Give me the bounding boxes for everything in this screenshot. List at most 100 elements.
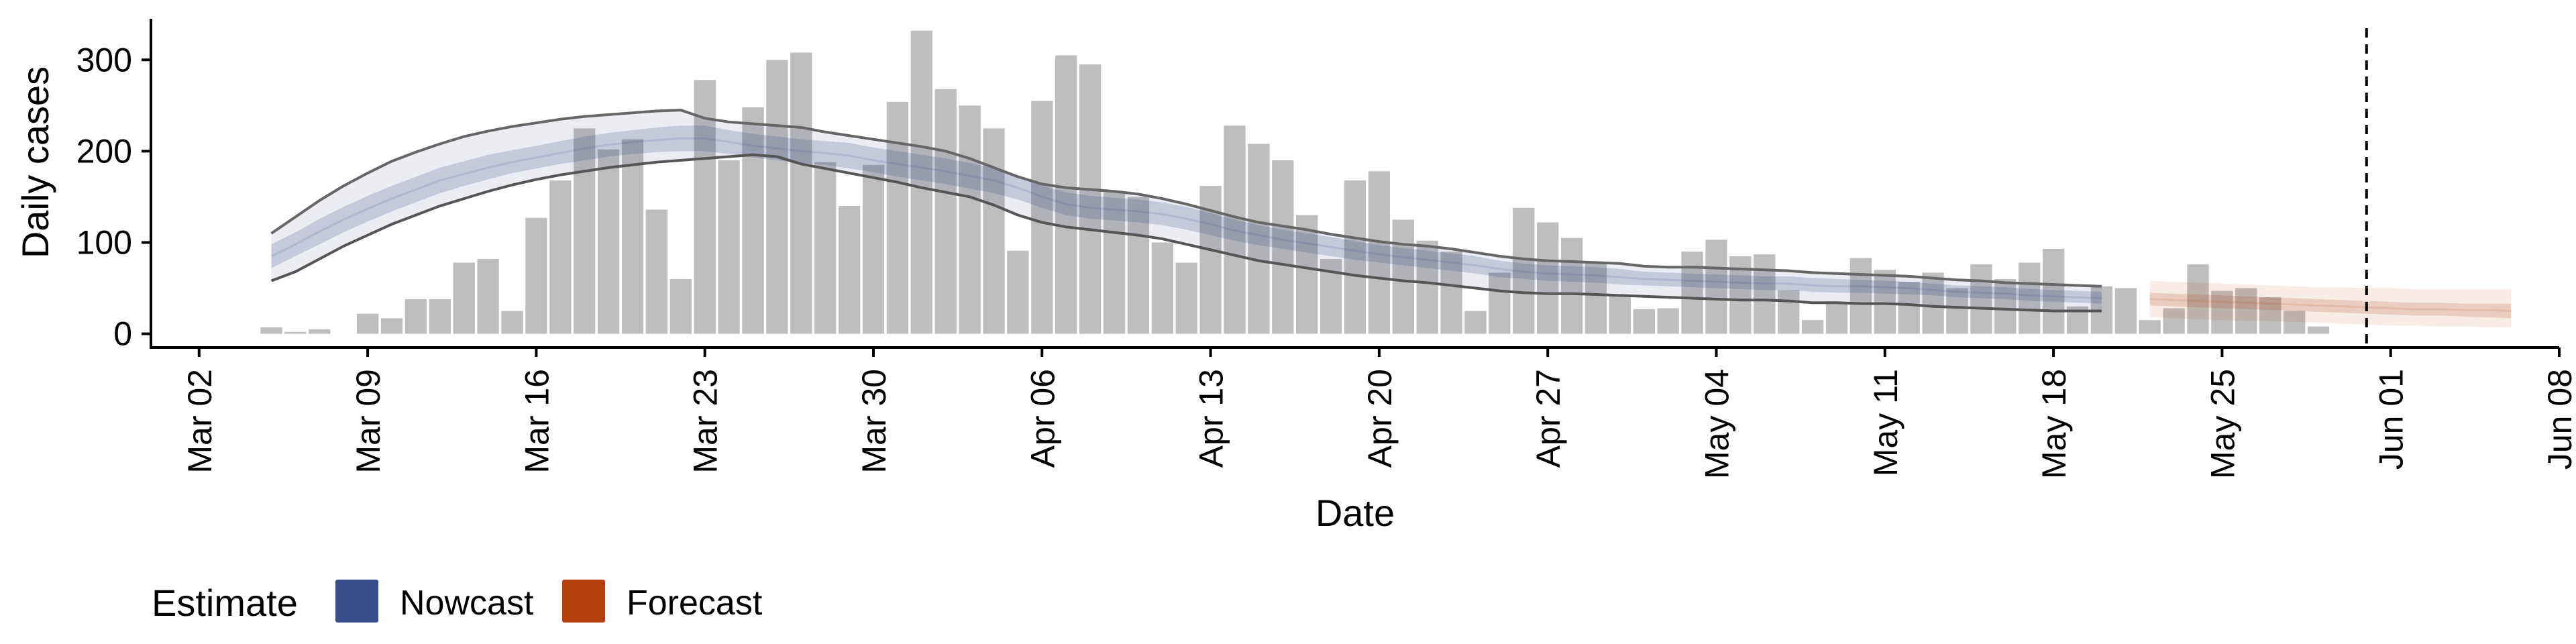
bar xyxy=(2187,264,2209,334)
bar xyxy=(2163,308,2185,334)
nowcast-layer xyxy=(270,109,2102,313)
x-tick-label: Jun 01 xyxy=(2373,369,2410,470)
bar xyxy=(501,311,523,334)
bar xyxy=(1224,125,1246,334)
bar xyxy=(1416,240,1438,334)
x-ticks: Mar 02 Mar 09 Mar 16 Mar 23 Mar 30 Apr 06 Apr … xyxy=(181,347,2576,479)
bar xyxy=(2019,262,2041,334)
bar xyxy=(1849,258,1872,334)
axes-layer: 0 100 200 300 Mar 02 Mar 09 Mar 16 Mar 23 Mar 3… xyxy=(76,19,2576,479)
bar xyxy=(1079,64,1102,334)
bar xyxy=(718,160,740,334)
bar xyxy=(1560,237,1583,334)
x-tick-label: May 04 xyxy=(1699,369,1736,479)
nowcast-upper-line xyxy=(270,109,2102,288)
bar xyxy=(1248,144,1270,334)
bar xyxy=(1344,180,1366,334)
bar xyxy=(356,313,379,334)
legend: Estimate Nowcast Forecast xyxy=(152,580,763,624)
bar xyxy=(1585,262,1607,334)
x-tick-label: Apr 27 xyxy=(1529,369,1567,468)
x-tick-label: May 25 xyxy=(2204,369,2241,479)
bar xyxy=(886,101,909,334)
bar xyxy=(645,209,668,334)
bar xyxy=(1537,222,1559,334)
bars-layer xyxy=(260,30,2330,334)
bar xyxy=(1368,171,1391,334)
x-tick-label: Mar 30 xyxy=(855,369,893,474)
x-tick-label: Mar 02 xyxy=(181,369,219,474)
bar xyxy=(2211,290,2233,334)
bar xyxy=(2235,288,2257,334)
y-tick-label: 200 xyxy=(76,132,132,170)
bar xyxy=(1440,252,1462,334)
x-tick-label: Jun 08 xyxy=(2541,369,2576,470)
bar xyxy=(2283,311,2306,334)
bar xyxy=(814,162,837,334)
bar xyxy=(1633,309,1655,334)
x-tick-label: Mar 09 xyxy=(350,369,387,474)
bar xyxy=(453,262,475,334)
forecast-layer xyxy=(2149,280,2512,328)
bar xyxy=(1801,320,1824,334)
nowcast-inner-band xyxy=(271,125,2102,304)
bar xyxy=(1657,308,1679,334)
bar xyxy=(574,128,596,334)
legend-title: Estimate xyxy=(152,582,298,624)
bar xyxy=(742,107,764,334)
plot-area xyxy=(260,28,2512,347)
bar xyxy=(862,164,885,334)
bar xyxy=(934,89,957,334)
x-tick-label: May 11 xyxy=(1867,369,1904,476)
bar xyxy=(838,206,861,334)
x-tick-label: Apr 06 xyxy=(1024,369,1061,468)
bar xyxy=(1754,254,1776,334)
x-axis-title: Date xyxy=(1316,492,1395,534)
bar xyxy=(1946,288,1968,334)
bar xyxy=(621,139,644,334)
bar xyxy=(1296,215,1318,334)
bar xyxy=(1994,278,2017,334)
bar xyxy=(2042,249,2065,334)
bar xyxy=(1392,219,1414,334)
bar xyxy=(1898,282,1920,334)
bar xyxy=(694,80,716,334)
bar xyxy=(766,60,788,334)
bar xyxy=(549,180,572,334)
bar xyxy=(1151,242,1173,334)
bar xyxy=(983,128,1005,334)
y-tick-label: 0 xyxy=(113,315,132,353)
bar xyxy=(2307,326,2330,334)
forecast-outer-band xyxy=(2149,280,2512,328)
bar xyxy=(959,105,981,334)
bar xyxy=(380,318,403,334)
y-axis-title: Daily cases xyxy=(14,66,56,258)
bar xyxy=(477,258,499,334)
bar xyxy=(1103,192,1126,334)
nowcast-outer-band xyxy=(271,110,2102,311)
bar xyxy=(1609,295,1631,334)
forecast-median-line xyxy=(2149,298,2512,313)
bar xyxy=(284,331,307,334)
bar xyxy=(1922,272,1944,334)
bar xyxy=(597,149,620,334)
forecast-inner-band xyxy=(2149,292,2512,319)
bar xyxy=(790,52,812,334)
bar xyxy=(1489,272,1511,334)
bar xyxy=(309,329,331,334)
bar xyxy=(1874,270,1896,334)
bar xyxy=(405,299,427,334)
x-tick-label: Mar 16 xyxy=(518,369,555,474)
y-ticks: 0 100 200 300 xyxy=(76,41,151,353)
bar xyxy=(2114,288,2137,334)
bar xyxy=(1272,160,1294,334)
x-tick-label: Mar 23 xyxy=(687,369,724,474)
bar xyxy=(1007,250,1029,334)
bar xyxy=(1175,262,1197,334)
legend-label-forecast: Forecast xyxy=(627,584,763,623)
bar xyxy=(2259,297,2282,334)
nowcast-median-line xyxy=(270,137,2102,299)
bar xyxy=(1513,207,1535,334)
bar xyxy=(910,30,932,334)
